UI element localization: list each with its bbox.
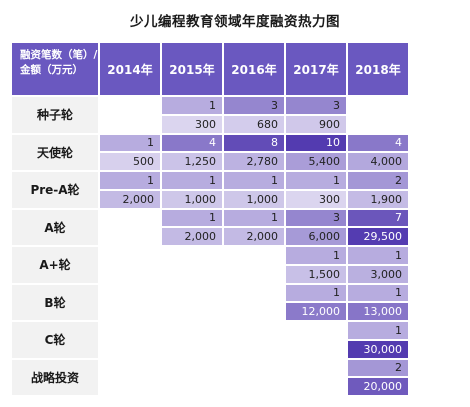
empty-cell [223, 283, 285, 303]
empty-cell [285, 358, 347, 378]
count-cell: 1 [223, 171, 285, 190]
amount-cell: 2,000 [99, 189, 161, 209]
round-label-5: B轮 [11, 283, 99, 321]
empty-cell [223, 246, 285, 265]
count-cell: 3 [285, 208, 347, 228]
count-cell: 1 [161, 208, 223, 228]
amount-cell: 4,000 [347, 152, 409, 171]
amount-cell: 6,000 [285, 227, 347, 246]
count-cell: 1 [285, 283, 347, 303]
count-cell: 1 [99, 133, 161, 153]
empty-cell [161, 302, 223, 321]
empty-cell [99, 96, 161, 115]
count-cell: 1 [347, 321, 409, 340]
empty-cell [99, 114, 161, 134]
empty-cell [223, 302, 285, 321]
amount-cell: 1,900 [347, 189, 409, 209]
empty-cell [161, 339, 223, 359]
empty-cell [285, 377, 347, 396]
empty-cell [285, 339, 347, 359]
corner-label-line1: 融资笔数（笔）/ [20, 49, 98, 61]
round-label-1: 天使轮 [11, 133, 99, 171]
amount-cell: 900 [285, 114, 347, 134]
count-cell: 2 [347, 358, 409, 378]
count-cell: 1 [161, 96, 223, 115]
amount-cell: 2,000 [161, 227, 223, 246]
count-cell: 1 [99, 171, 161, 190]
amount-cell: 2,780 [223, 152, 285, 171]
round-label-0: 种子轮 [11, 96, 99, 134]
empty-cell [285, 321, 347, 340]
count-cell: 8 [223, 133, 285, 153]
year-header-4: 2018年 [347, 42, 409, 96]
count-cell: 1 [285, 171, 347, 190]
round-label-2: Pre-A轮 [11, 171, 99, 209]
round-label-3: A轮 [11, 208, 99, 246]
year-header-1: 2015年 [161, 42, 223, 96]
empty-cell [99, 339, 161, 359]
empty-cell [99, 264, 161, 284]
corner-label-line2: 金额（万元） [20, 64, 83, 76]
amount-cell: 29,500 [347, 227, 409, 246]
amount-cell: 1,500 [285, 264, 347, 284]
round-label-6: C轮 [11, 321, 99, 359]
round-label-7: 战略投资 [11, 358, 99, 396]
empty-cell [223, 339, 285, 359]
count-cell: 1 [347, 283, 409, 303]
count-cell: 7 [347, 208, 409, 228]
empty-cell [347, 114, 409, 134]
count-cell: 1 [161, 171, 223, 190]
round-label-4: A+轮 [11, 246, 99, 284]
empty-cell [161, 377, 223, 396]
count-cell: 1 [223, 208, 285, 228]
empty-cell [99, 358, 161, 378]
empty-cell [161, 264, 223, 284]
amount-cell: 30,000 [347, 339, 409, 359]
empty-cell [99, 208, 161, 228]
chart-title: 少儿编程教育领域年度融资热力图 [130, 14, 340, 30]
amount-cell: 2,000 [223, 227, 285, 246]
empty-cell [223, 264, 285, 284]
year-header-3: 2017年 [285, 42, 347, 96]
amount-cell: 300 [161, 114, 223, 134]
empty-cell [99, 227, 161, 246]
year-header-2: 2016年 [223, 42, 285, 96]
amount-cell: 20,000 [347, 377, 409, 396]
amount-cell: 680 [223, 114, 285, 134]
count-cell: 2 [347, 171, 409, 190]
amount-cell: 500 [99, 152, 161, 171]
amount-cell: 5,400 [285, 152, 347, 171]
corner-header: 融资笔数（笔）/ 金额（万元） [11, 42, 99, 96]
amount-cell: 13,000 [347, 302, 409, 321]
empty-cell [347, 96, 409, 115]
empty-cell [161, 246, 223, 265]
empty-cell [99, 321, 161, 340]
empty-cell [223, 321, 285, 340]
empty-cell [99, 283, 161, 303]
count-cell: 4 [347, 133, 409, 153]
amount-cell: 12,000 [285, 302, 347, 321]
amount-cell: 3,000 [347, 264, 409, 284]
empty-cell [223, 377, 285, 396]
empty-cell [161, 358, 223, 378]
amount-cell: 1,000 [223, 189, 285, 209]
count-cell: 4 [161, 133, 223, 153]
empty-cell [99, 377, 161, 396]
amount-cell: 300 [285, 189, 347, 209]
count-cell: 1 [285, 246, 347, 265]
amount-cell: 1,000 [161, 189, 223, 209]
count-cell: 10 [285, 133, 347, 153]
empty-cell [99, 302, 161, 321]
count-cell: 3 [285, 96, 347, 115]
empty-cell [99, 246, 161, 265]
empty-cell [161, 283, 223, 303]
empty-cell [223, 358, 285, 378]
count-cell: 3 [223, 96, 285, 115]
empty-cell [161, 321, 223, 340]
year-header-0: 2014年 [99, 42, 161, 96]
amount-cell: 1,250 [161, 152, 223, 171]
count-cell: 1 [347, 246, 409, 265]
